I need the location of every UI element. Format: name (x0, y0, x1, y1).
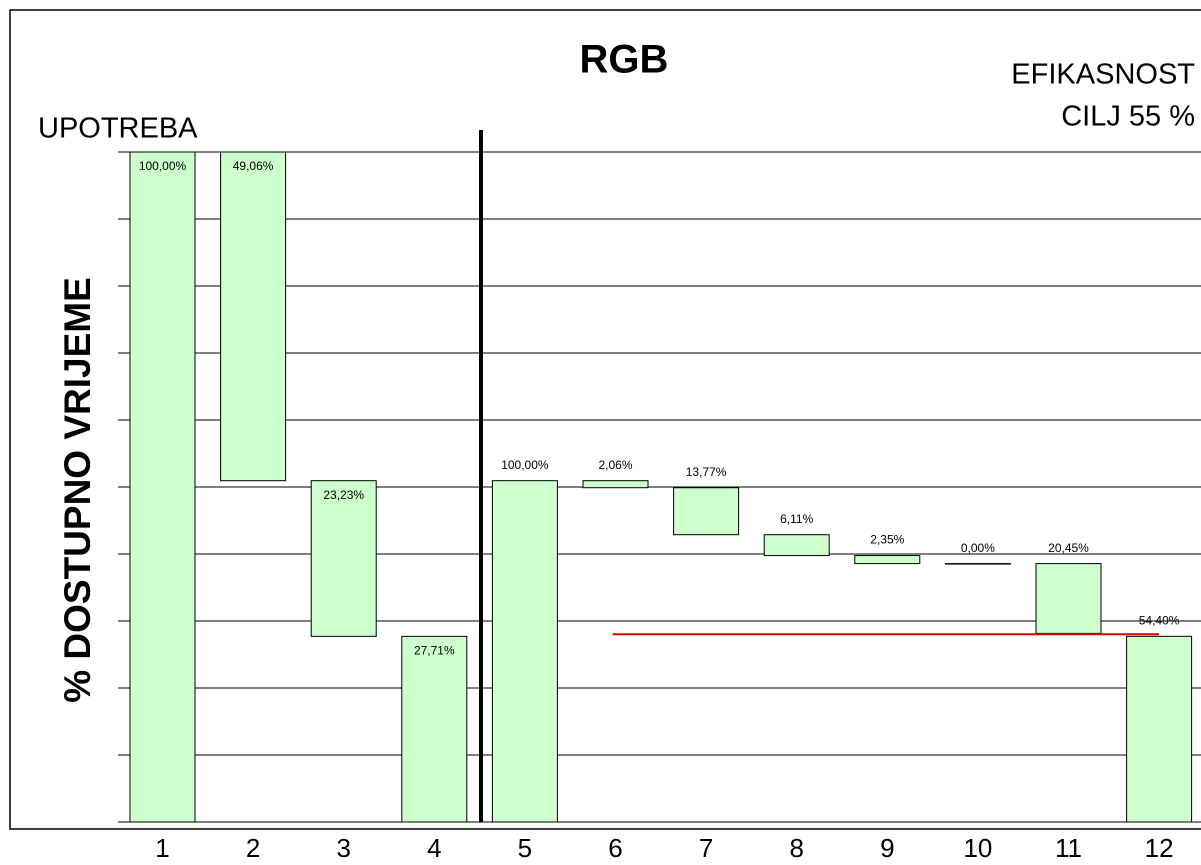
bar (1035, 563, 1102, 634)
bar (763, 534, 830, 557)
x-tick-label: 12 (1145, 833, 1174, 863)
chart-title: RGB (580, 38, 669, 82)
data-label: 2,06% (598, 458, 632, 472)
data-label: 27,71% (414, 644, 455, 658)
data-label: 100,00% (501, 458, 549, 472)
data-label: 20,45% (1048, 541, 1089, 555)
bar (310, 480, 377, 637)
bar (582, 480, 649, 489)
target-label: CILJ 55 % (1061, 101, 1195, 133)
x-tick-label: 6 (608, 833, 622, 863)
bar (854, 555, 921, 565)
data-label: 13,77% (686, 465, 727, 479)
data-label: 0,00% (961, 541, 995, 555)
bar (1126, 635, 1193, 823)
data-label: 54,40% (1139, 613, 1180, 627)
bar (673, 487, 740, 536)
x-tick-label: 4 (427, 833, 441, 863)
bar (401, 635, 468, 823)
annotation: UPOTREBA (38, 113, 198, 145)
bar (944, 563, 1011, 565)
x-tick-label: 9 (880, 833, 894, 863)
data-label: 2,35% (870, 533, 904, 547)
x-tick-label: 10 (963, 833, 992, 863)
x-tick-label: 3 (336, 833, 350, 863)
x-tick-label: 7 (699, 833, 713, 863)
bar (129, 151, 196, 823)
x-tick-label: 2 (246, 833, 260, 863)
data-label: 100,00% (139, 159, 187, 173)
x-tick-label: 8 (789, 833, 803, 863)
frame (9, 9, 1201, 830)
data-label: 6,11% (780, 512, 813, 526)
x-tick-label: 1 (155, 833, 169, 863)
x-tick-label: 11 (1055, 833, 1082, 863)
x-tick-label: 5 (518, 833, 532, 863)
annotation: EFIKASNOST (1011, 59, 1195, 91)
bar (220, 151, 287, 482)
y-axis-label: % DOSTUPNO VRIJEME (57, 277, 98, 703)
data-label: 23,23% (323, 488, 364, 502)
data-label: 49,06% (233, 159, 274, 173)
bar (491, 480, 558, 823)
